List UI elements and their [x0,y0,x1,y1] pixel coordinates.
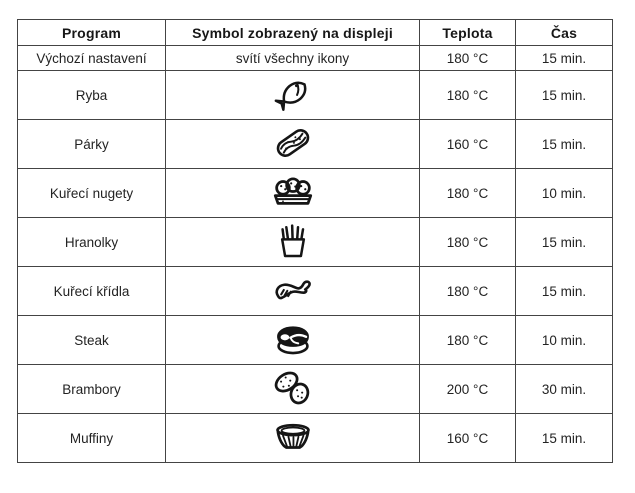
table-row-sausage: Párky [17,119,613,169]
symbol-cell: svítí všechny ikony [165,45,420,71]
nuggets-icon [271,172,315,212]
program-cell: Ryba [17,70,166,120]
cas-cell: 15 min. [515,45,613,71]
table-row-fries: Hranolky [17,217,613,267]
column-header-symbol: Symbol zobrazený na displeji [165,19,420,46]
cas-cell: 10 min. [515,315,613,365]
column-header-cas: Čas [515,19,613,46]
symbol-cell [165,266,420,316]
program-cell: Hranolky [17,217,166,267]
program-table: Program Symbol zobrazený na displeji Tep… [17,19,613,463]
header-row: Program Symbol zobrazený na displeji Tep… [17,19,613,46]
table-row-muffin: Muffiny [17,413,613,463]
column-header-teplota: Teplota [419,19,516,46]
teplota-cell: 180 °C [419,70,516,120]
cas-cell: 15 min. [515,70,613,120]
teplota-cell: 180 °C [419,45,516,71]
symbol-cell [165,364,420,414]
potatoes-icon [271,367,315,409]
teplota-cell: 160 °C [419,413,516,463]
program-cell: Steak [17,315,166,365]
column-header-program: Program [17,19,166,46]
teplota-cell: 160 °C [419,119,516,169]
cas-cell: 15 min. [515,266,613,316]
symbol-cell [165,413,420,463]
teplota-cell: 180 °C [419,217,516,267]
program-cell: Muffiny [17,413,166,463]
cas-cell: 15 min. [515,217,613,267]
muffin-icon [271,417,315,457]
steak-icon [272,319,314,359]
program-cell: Kuřecí nugety [17,168,166,218]
sausage-icon [272,122,314,164]
table-row-nuggets: Kuřecí nugety [17,168,613,218]
cas-cell: 15 min. [515,119,613,169]
program-cell: Brambory [17,364,166,414]
fish-icon [273,74,313,114]
table-row-chicken-wing: Kuřecí křídla 180 °C [17,266,613,316]
symbol-cell [165,70,420,120]
table-row-potatoes: Brambory [17,364,613,414]
teplota-cell: 200 °C [419,364,516,414]
program-cell: Párky [17,119,166,169]
program-cell: Výchozí nastavení [17,45,166,71]
cas-cell: 15 min. [515,413,613,463]
table-row-steak: Steak 180 °C 10 min. [17,315,613,365]
cas-cell: 30 min. [515,364,613,414]
table-row-default: Výchozí nastavení svítí všechny ikony 18… [17,45,613,71]
symbol-cell [165,217,420,267]
teplota-cell: 180 °C [419,168,516,218]
chicken-wing-icon [270,269,316,311]
program-cell: Kuřecí křídla [17,266,166,316]
symbol-cell [165,119,420,169]
cas-cell: 10 min. [515,168,613,218]
teplota-cell: 180 °C [419,266,516,316]
table-row-fish: Ryba 180 °C 15 min. [17,70,613,120]
symbol-cell [165,315,420,365]
fries-icon [273,220,313,262]
symbol-cell [165,168,420,218]
teplota-cell: 180 °C [419,315,516,365]
